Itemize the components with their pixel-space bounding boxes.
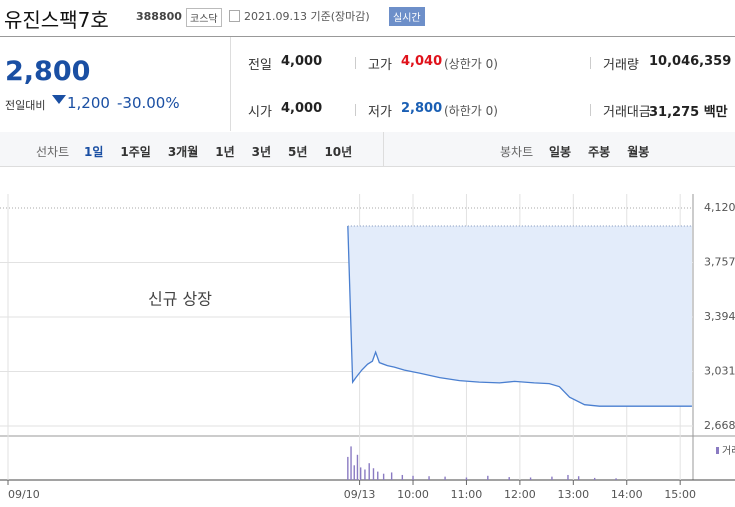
volume-bar — [465, 477, 468, 480]
legend: 거래 — [722, 445, 735, 457]
tab[interactable]: 1일 — [84, 145, 104, 159]
stat-label: 고가 — [368, 58, 392, 73]
chart: 15:00 14:00 13:00 12:00 11:00 10:00 09/13 09/10… — [0, 194, 735, 501]
stat-value: 2,800 — [401, 101, 443, 116]
tab-label: 봉차트 — [500, 145, 534, 159]
tab[interactable]: 월봉 — [627, 145, 650, 159]
calendar-icon — [229, 10, 240, 22]
tab[interactable]: 1주일 — [120, 145, 151, 159]
volume-bar — [551, 476, 553, 480]
stat-value: 31,275 백만 — [649, 105, 728, 120]
stat-note: (하한가 0) — [444, 104, 498, 118]
volume-bar — [529, 477, 532, 480]
volume-bar — [356, 454, 359, 480]
stock-code: 388800 — [136, 10, 182, 23]
divider — [230, 37, 231, 131]
y-tick-label: 3,394 — [704, 310, 735, 323]
volume-bar — [428, 476, 430, 480]
tab[interactable]: 주봉 — [588, 145, 611, 159]
tab[interactable]: 1년 — [215, 145, 235, 159]
down-arrow — [52, 95, 66, 104]
price-line — [347, 225, 692, 407]
tab[interactable]: 3년 — [251, 145, 272, 159]
price: 2,800 — [5, 56, 91, 87]
divider — [355, 104, 356, 116]
stock-name: 유진스팩7호 — [4, 8, 109, 32]
volume-bar — [372, 468, 375, 480]
x-tick-label: 15:00 — [664, 488, 696, 501]
divider — [355, 57, 356, 69]
divider — [590, 104, 591, 116]
volume-bar — [390, 472, 393, 480]
x-tick-label: 12:00 — [504, 488, 536, 501]
y-tick-label: 3,757 — [704, 256, 735, 269]
tab[interactable]: 3개월 — [167, 145, 199, 159]
stat-note: (상한가 0) — [444, 57, 498, 71]
divider — [590, 57, 591, 69]
stat-label: 거래대금 — [603, 105, 651, 120]
realtime-badge[interactable]: 실시간 — [389, 7, 425, 26]
volume-bar — [368, 463, 370, 480]
annotation: 신규 상장 — [148, 290, 212, 309]
x-tick-label: 09/13 — [344, 488, 376, 501]
volume-bar — [577, 476, 580, 480]
stat-value: 4,000 — [281, 54, 323, 69]
volume-bar — [412, 475, 414, 480]
x-tick-label: 10:00 — [397, 488, 429, 501]
stat-label: 저가 — [368, 105, 392, 120]
stat-label: 전일 — [248, 58, 272, 73]
volume-bar — [347, 456, 349, 480]
y-tick-label: 3,031 — [704, 365, 735, 378]
tab-bar — [0, 132, 735, 167]
volume-bar — [593, 477, 596, 480]
x-tick-label: 09/10 — [8, 488, 40, 501]
market: 코스닥 — [186, 8, 222, 27]
change-label: 전일대비 — [5, 99, 46, 112]
volume-bar — [353, 465, 355, 480]
stat-label: 시가 — [248, 105, 272, 120]
volume-bar — [382, 473, 385, 480]
stat-value: 4,040 — [401, 54, 443, 69]
stat-value: 10,046,359 — [649, 54, 732, 69]
tab[interactable]: 10년 — [324, 145, 353, 159]
stat-label: 거래량 — [603, 58, 639, 73]
price-area — [347, 226, 692, 407]
date: 2021.09.13 기준(장마감) — [244, 10, 370, 23]
volume-bar — [350, 446, 352, 480]
volume-bar — [508, 477, 510, 480]
x-tick-label: 13:00 — [557, 488, 589, 501]
tab-label: 선차트 — [36, 145, 70, 159]
volume-bar — [377, 471, 379, 480]
volume-bar — [615, 478, 617, 480]
tab[interactable]: 5년 — [288, 145, 308, 159]
change-rate: -30.00% — [117, 94, 180, 112]
volume-bar — [401, 474, 404, 480]
x-tick-label: 14:00 — [611, 488, 643, 501]
stat-value: 4,000 — [281, 101, 323, 116]
tab[interactable]: 일봉 — [549, 145, 572, 159]
volume-bar — [364, 469, 366, 480]
y-tick-label: 2,668 — [704, 419, 735, 432]
volume-bar — [487, 475, 489, 480]
legend-swatch — [716, 447, 719, 454]
divider — [383, 132, 384, 166]
volume-bar — [359, 467, 362, 480]
x-tick-label: 11:00 — [451, 488, 483, 501]
change: 1,200 — [67, 94, 110, 112]
volume-bar — [444, 476, 446, 480]
y-tick-label: 4,120 — [704, 201, 735, 214]
volume-bar — [567, 474, 569, 480]
